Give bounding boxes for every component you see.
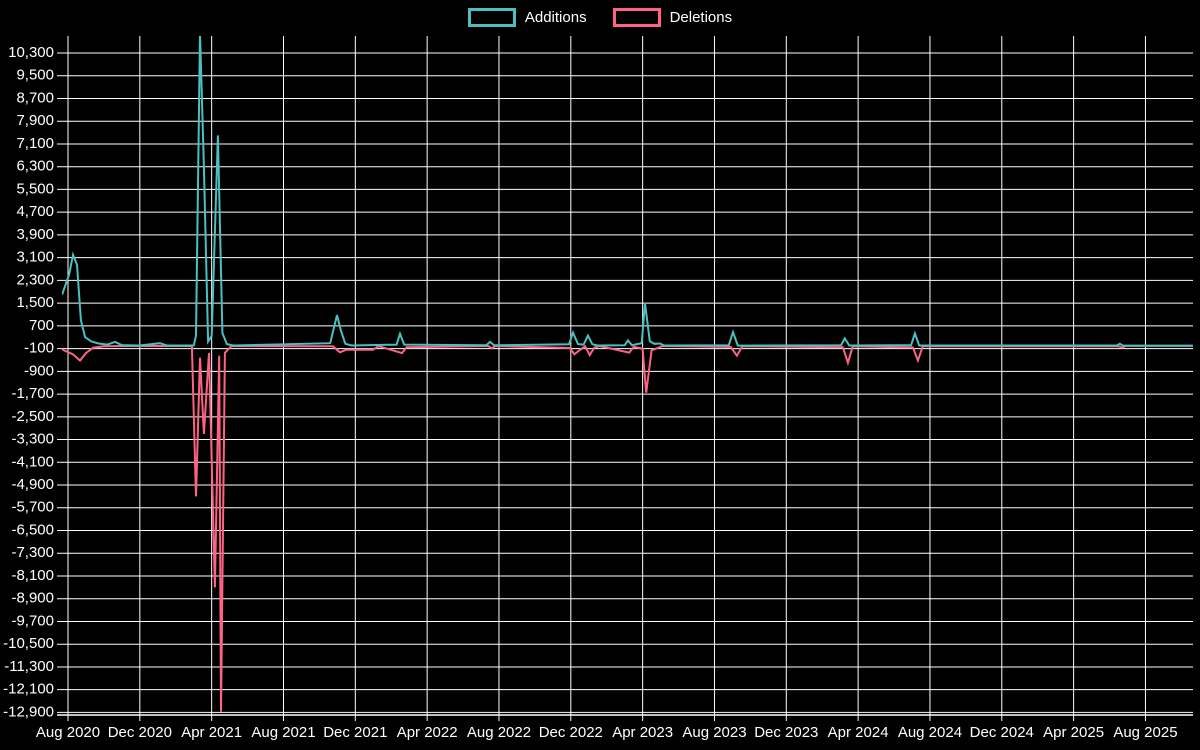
x-tick-label: Apr 2023	[612, 724, 673, 741]
y-tick-label: 2,300	[16, 271, 54, 288]
y-tick-label: -6,500	[11, 521, 54, 538]
x-tick-label: Apr 2025	[1043, 724, 1104, 741]
y-tick-label: -7,300	[11, 544, 54, 561]
y-tick-label: 5,500	[16, 180, 54, 197]
y-tick-label: 10,300	[8, 44, 54, 61]
x-tick-label: Aug 2021	[251, 724, 315, 741]
legend-label-additions: Additions	[524, 8, 587, 26]
y-tick-label: 8,700	[16, 89, 54, 106]
y-tick-label: -11,300	[4, 658, 54, 675]
y-tick-label: -9,700	[11, 612, 54, 629]
y-tick-label: -900	[24, 362, 54, 379]
y-tick-label: -1,700	[11, 385, 54, 402]
y-tick-label: 6,300	[16, 158, 54, 175]
y-tick-label: -8,100	[11, 567, 54, 584]
y-tick-label: -5,700	[11, 499, 54, 516]
y-tick-label: 9,500	[16, 67, 54, 84]
y-tick-label: 7,900	[16, 112, 54, 129]
x-tick-label: Dec 2020	[108, 724, 172, 741]
y-tick-label: -4,900	[11, 476, 54, 493]
deletions-swatch-icon	[612, 8, 661, 27]
x-tick-label: Dec 2023	[754, 724, 818, 741]
y-tick-label: 1,500	[16, 294, 54, 311]
x-tick-label: Apr 2024	[828, 724, 889, 741]
legend-item-deletions[interactable]: Deletions	[612, 8, 733, 27]
x-tick-label: Aug 2022	[467, 724, 531, 741]
y-tick-label: -4,100	[11, 453, 54, 470]
x-tick-label: Aug 2024	[898, 724, 962, 741]
y-tick-label: -8,900	[11, 590, 54, 607]
x-tick-label: Apr 2022	[397, 724, 458, 741]
y-tick-label: -10,500	[3, 635, 54, 652]
chart-legend: Additions Deletions	[0, 8, 1200, 27]
additions-swatch-icon	[467, 8, 516, 27]
y-tick-label: -12,900	[3, 703, 54, 720]
x-tick-label: Aug 2020	[36, 724, 100, 741]
additions-line	[62, 36, 1193, 347]
x-tick-label: Aug 2023	[682, 724, 746, 741]
y-tick-label: 3,100	[16, 249, 54, 266]
y-tick-label: 4,700	[16, 203, 54, 220]
x-tick-label: Dec 2022	[539, 724, 603, 741]
x-tick-label: Dec 2024	[970, 724, 1034, 741]
deletions-line	[62, 344, 1193, 712]
y-tick-label: 7,100	[16, 135, 54, 152]
y-tick-label: -12,100	[3, 681, 54, 698]
y-tick-label: -100	[24, 340, 54, 357]
y-tick-label: -2,500	[11, 408, 54, 425]
y-tick-label: 700	[29, 317, 54, 334]
x-tick-label: Aug 2025	[1113, 724, 1177, 741]
legend-label-deletions: Deletions	[669, 8, 733, 26]
legend-item-additions[interactable]: Additions	[467, 8, 587, 27]
y-tick-label: 3,900	[16, 226, 54, 243]
y-tick-label: -3,300	[11, 431, 54, 448]
x-tick-label: Apr 2021	[181, 724, 242, 741]
x-tick-label: Dec 2021	[323, 724, 387, 741]
